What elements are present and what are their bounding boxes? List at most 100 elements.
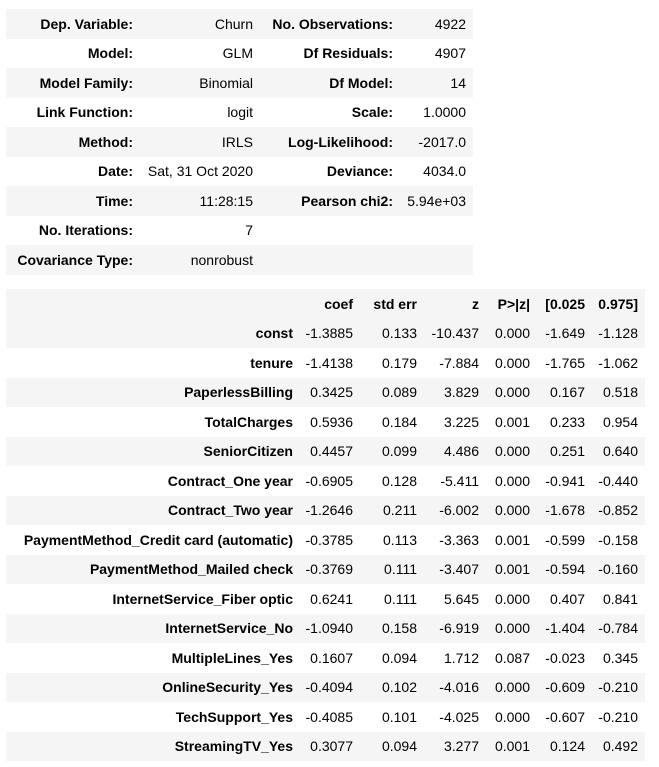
variable-name: SeniorCitizen <box>203 443 293 460</box>
coefficient-value: 0.099 <box>381 443 417 460</box>
info-value: IRLS <box>221 133 253 150</box>
coefficient-row: MultipleLines_Yes 0.1607 0.094 1.712 0.087 -0… <box>6 643 645 673</box>
coefficient-value: 0.001 <box>494 561 530 578</box>
coefficient-row: tenure -1.4138 0.179 -7.884 0.000 -1.765 -1.06… <box>6 348 645 378</box>
coefficient-value: -3.407 <box>439 561 479 578</box>
info-value: nonrobust <box>190 251 253 268</box>
coefficient-value: -10.437 <box>431 325 479 342</box>
coefficient-value: 0.094 <box>381 649 417 666</box>
coefficient-value: 0.5936 <box>310 413 353 430</box>
coefficient-value: -1.128 <box>598 325 638 342</box>
coefficient-row: SeniorCitizen 0.4457 0.099 4.486 0.000 0.251 0… <box>6 436 645 466</box>
coefficient-value: 5.645 <box>443 590 479 607</box>
coefficient-value: 0.3077 <box>310 738 353 755</box>
info-value: 7 <box>245 222 253 239</box>
coefficient-value: -0.4094 <box>305 679 353 696</box>
coefficient-value: 0.087 <box>494 649 530 666</box>
coefficient-value: -0.158 <box>598 531 638 548</box>
coefficient-value: 3.829 <box>443 384 479 401</box>
variable-name: MultipleLines_Yes <box>171 649 293 666</box>
coefficient-value: 3.225 <box>443 413 479 430</box>
coefficient-value: -1.765 <box>545 354 585 371</box>
coefficient-value: 0.233 <box>549 413 585 430</box>
info-value: 5.94e+03 <box>407 192 466 209</box>
info-label <box>260 216 400 246</box>
variable-name: Contract_One year <box>167 472 293 489</box>
info-label <box>260 245 400 275</box>
coefficient-value: 0.518 <box>602 384 638 401</box>
coefficient-value: -0.941 <box>545 472 585 489</box>
coefficient-value: 0.111 <box>384 590 417 607</box>
coefficient-row: Contract_Two year -1.2646 0.211 -6.002 0.000… <box>6 495 645 525</box>
coefficient-value: -0.440 <box>598 472 638 489</box>
coefficient-value: -0.3785 <box>305 531 353 548</box>
info-label: No. Iterations: <box>38 222 133 239</box>
coefficient-value: 0.089 <box>381 384 417 401</box>
info-row: No. Iterations: 7 <box>6 216 473 246</box>
info-label: Pearson chi2: <box>301 192 393 209</box>
info-value: 1.0000 <box>423 104 466 121</box>
coefficient-value: -1.3885 <box>305 325 353 342</box>
coefficient-value: -0.594 <box>545 561 585 578</box>
coefficient-value: -1.649 <box>545 325 585 342</box>
info-value: GLM <box>222 45 253 62</box>
coefficient-value: -4.016 <box>439 679 479 696</box>
column-header: std err <box>373 295 417 312</box>
coefficient-value: -0.784 <box>598 620 638 637</box>
coefficient-value: 3.277 <box>443 738 479 755</box>
coefficient-row: PaperlessBilling 0.3425 0.089 3.829 0.000 0.1… <box>6 377 645 407</box>
coefficient-value: 0.001 <box>494 413 530 430</box>
coefficient-value: 0.000 <box>494 708 530 725</box>
info-row: Model: GLM Df Residuals: 4907 <box>6 39 473 69</box>
info-value: 14 <box>450 74 466 91</box>
coefficient-value: -0.609 <box>545 679 585 696</box>
coefficient-row: TechSupport_Yes -0.4085 0.101 -4.025 0.000 -0… <box>6 702 645 732</box>
coefficient-value: -6.002 <box>439 502 479 519</box>
coefficient-value: 0.133 <box>381 325 417 342</box>
coefficient-value: 0.167 <box>549 384 585 401</box>
coefficient-row: OnlineSecurity_Yes -0.4094 0.102 -4.016 0.00… <box>6 672 645 702</box>
info-value: 4907 <box>434 45 466 62</box>
coefficient-value: 0.954 <box>602 413 638 430</box>
info-label: Model: <box>87 45 133 62</box>
info-label: Time: <box>95 192 133 209</box>
coefficient-value: 0.001 <box>494 531 530 548</box>
coefficient-value: -0.852 <box>598 502 638 519</box>
info-value: 4034.0 <box>423 163 466 180</box>
coefficient-row: TotalCharges 0.5936 0.184 3.225 0.001 0.233 0.… <box>6 407 645 437</box>
coefficient-value: 0.000 <box>494 590 530 607</box>
coefficient-row: InternetService_Fiber optic 0.6241 0.111 5.… <box>6 584 645 614</box>
info-value <box>400 245 473 275</box>
coefficient-value: -0.210 <box>598 679 638 696</box>
info-value: Binomial <box>199 74 253 91</box>
info-label: Link Function: <box>36 104 133 121</box>
coefficient-value: 0.000 <box>494 472 530 489</box>
info-label: Deviance: <box>326 163 393 180</box>
info-value: 4922 <box>434 15 466 32</box>
coefficient-value: -1.4138 <box>305 354 353 371</box>
info-value <box>400 216 473 246</box>
coefficient-value: 0.000 <box>494 443 530 460</box>
variable-name: const <box>255 325 293 342</box>
coefficient-value: -4.025 <box>439 708 479 725</box>
coefficient-value: -6.919 <box>439 620 479 637</box>
info-label: Scale: <box>351 104 393 121</box>
info-label: Log-Likelihood: <box>288 133 393 150</box>
coefficient-value: -0.607 <box>545 708 585 725</box>
coefficients-table: coef std err z P>|z| [0.025 0.975] const -1.38… <box>6 289 645 761</box>
coefficient-value: -0.599 <box>545 531 585 548</box>
coefficient-value: 0.128 <box>381 472 417 489</box>
coefficient-value: -0.6905 <box>305 472 353 489</box>
coefficient-value: 0.407 <box>549 590 585 607</box>
coefficient-value: 0.345 <box>602 649 638 666</box>
coefficient-value: -1.062 <box>598 354 638 371</box>
coefficient-value: 0.640 <box>602 443 638 460</box>
column-header: coef <box>324 295 353 312</box>
coefficient-value: 0.211 <box>383 502 417 519</box>
coefficient-value: -0.023 <box>545 649 585 666</box>
info-label: Covariance Type: <box>17 251 133 268</box>
info-row: Time: 11:28:15 Pearson chi2: 5.94e+03 <box>6 186 473 216</box>
column-header: z <box>472 295 479 312</box>
coefficient-value: -1.404 <box>545 620 585 637</box>
coefficient-value: 0.102 <box>381 679 417 696</box>
